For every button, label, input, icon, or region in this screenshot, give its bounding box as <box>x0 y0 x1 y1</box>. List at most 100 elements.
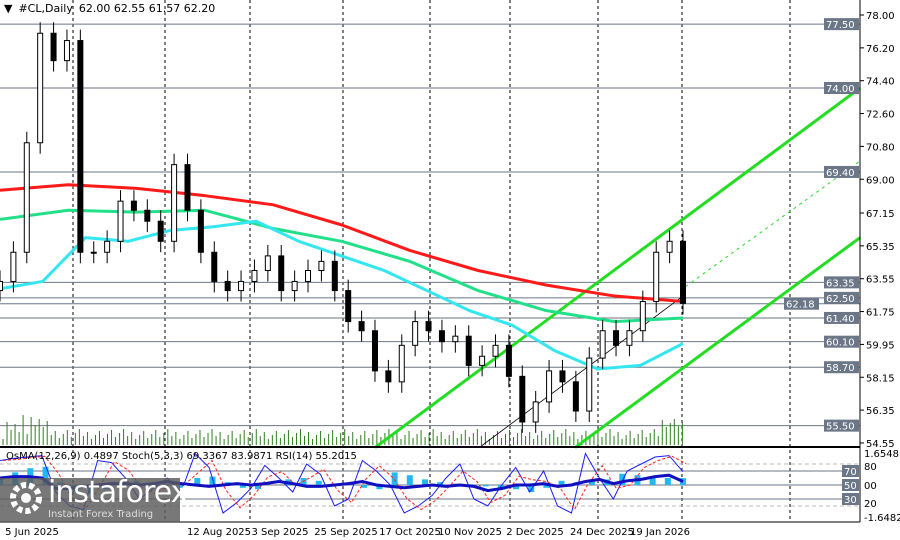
osma-bar <box>406 475 413 485</box>
bear-candle <box>572 381 579 412</box>
bull-candle <box>63 40 70 62</box>
bull-candle <box>305 270 312 282</box>
x-tick-label: 25 Sep 2025 <box>314 527 377 538</box>
stoch-signal-line <box>2 455 687 511</box>
level-label-bg <box>824 276 859 289</box>
bull-candle <box>653 251 660 303</box>
bull-candle <box>666 240 673 253</box>
bear-candle <box>519 375 526 423</box>
ma-red-line <box>0 183 684 304</box>
bull-candle <box>586 357 593 412</box>
indicator-level-label-bg <box>842 493 859 505</box>
bull-candle <box>23 142 30 253</box>
y-tick-label: 65.35 <box>866 242 895 253</box>
level-label-bg <box>824 18 859 31</box>
level-label-bg <box>824 82 859 94</box>
bull-candle <box>90 251 97 254</box>
instaforex-logo: instaforex Instant Forex Trading <box>0 476 188 522</box>
channel-mid-line <box>679 160 861 291</box>
y-tick-label: 74.40 <box>866 77 895 88</box>
indicator-scale-top: 1.6548 <box>864 449 899 460</box>
bull-candle <box>264 255 271 271</box>
indicator-level-label: 20 <box>864 499 877 510</box>
gear-logo-icon <box>10 482 42 514</box>
y-tick-label: 78.00 <box>866 11 895 22</box>
level-label: 61.40 <box>826 314 855 325</box>
bear-candle <box>331 260 338 292</box>
bear-candle <box>613 330 620 346</box>
level-label: 77.50 <box>826 20 855 31</box>
level-label-bg <box>824 335 859 348</box>
osma-bar <box>361 485 368 488</box>
osma-bar <box>482 485 489 487</box>
level-label: 69.40 <box>826 168 855 179</box>
y-tick-label: 56.35 <box>866 406 895 417</box>
bull-candle <box>291 280 298 292</box>
osma-bar <box>664 478 671 485</box>
osma-bar <box>619 473 626 485</box>
ma-cyan-line <box>0 219 684 371</box>
bear-candle <box>130 200 137 211</box>
y-tick-label: 69.00 <box>866 175 895 186</box>
level-label-bg <box>824 311 859 324</box>
y-tick-label: 67.15 <box>866 209 895 220</box>
indicator-level-label-bg <box>842 479 859 491</box>
bull-candle <box>626 330 633 346</box>
level-label-bg <box>824 291 859 304</box>
logo-tagline: Instant Forex Trading <box>48 509 154 520</box>
y-tick-label: 63.55 <box>866 275 895 286</box>
bid-label-bg <box>784 297 819 310</box>
osma-bar <box>315 480 322 485</box>
x-tick-label: 19 Jan 2026 <box>630 527 690 538</box>
bear-candle <box>77 40 84 253</box>
ohlc-label: 62.00 62.55 61.57 62.20 <box>78 2 216 15</box>
y-tick-label: 54.55 <box>866 439 895 450</box>
osma-bar <box>42 466 49 485</box>
bear-candle <box>211 251 218 282</box>
bull-candle <box>0 280 3 292</box>
osma-bar <box>376 485 383 490</box>
bull-candle <box>104 240 111 253</box>
collapse-arrow-icon[interactable]: ▼ <box>4 2 13 15</box>
osma-bar <box>588 480 595 485</box>
bear-candle <box>358 321 365 332</box>
bull-candle <box>171 164 178 242</box>
channel-lower-line <box>574 236 861 449</box>
level-label-bg <box>824 419 859 432</box>
indicator-level-label: 70 <box>844 467 857 478</box>
x-tick-label: 3 Sep 2025 <box>251 527 308 538</box>
bear-candle <box>559 370 566 383</box>
level-label: 60.10 <box>826 338 855 349</box>
bear-candle <box>184 164 191 211</box>
indicator-level-label: 30 <box>844 495 857 506</box>
osma-bar <box>680 478 686 485</box>
bid-label: 62.18 <box>786 300 815 311</box>
osma-bar <box>255 485 262 490</box>
level-label: 58.70 <box>826 363 855 374</box>
bear-candle <box>680 240 686 304</box>
level-label-bg <box>824 165 859 178</box>
osma-bar <box>437 482 444 485</box>
bull-candle <box>639 301 646 332</box>
bull-candle <box>398 344 405 383</box>
x-tick-label: 10 Nov 2025 <box>438 527 502 538</box>
indicator-scale-bottom: -1.6482 <box>864 513 900 524</box>
indicator-title: OsMA(12,26,9) 0.4897 Stoch(5,3,3) 69.336… <box>6 451 357 462</box>
indicator-level-label: 50 <box>844 481 857 492</box>
indicator-level-label-bg <box>842 465 859 477</box>
osma-bar <box>649 476 656 485</box>
level-label: 74.00 <box>826 84 855 95</box>
x-tick-label: 24 Dec 2025 <box>570 527 634 538</box>
x-tick-label: 2 Dec 2025 <box>506 527 564 538</box>
bull-candle <box>238 280 245 292</box>
osma-bar <box>528 485 535 492</box>
bear-candle <box>438 330 445 343</box>
bear-candle <box>425 321 432 332</box>
y-tick-label: 59.95 <box>866 340 895 351</box>
bull-candle <box>532 401 539 423</box>
bull-candle <box>251 270 258 282</box>
y-tick-label: 76.20 <box>866 44 895 55</box>
bear-candle <box>371 330 378 372</box>
